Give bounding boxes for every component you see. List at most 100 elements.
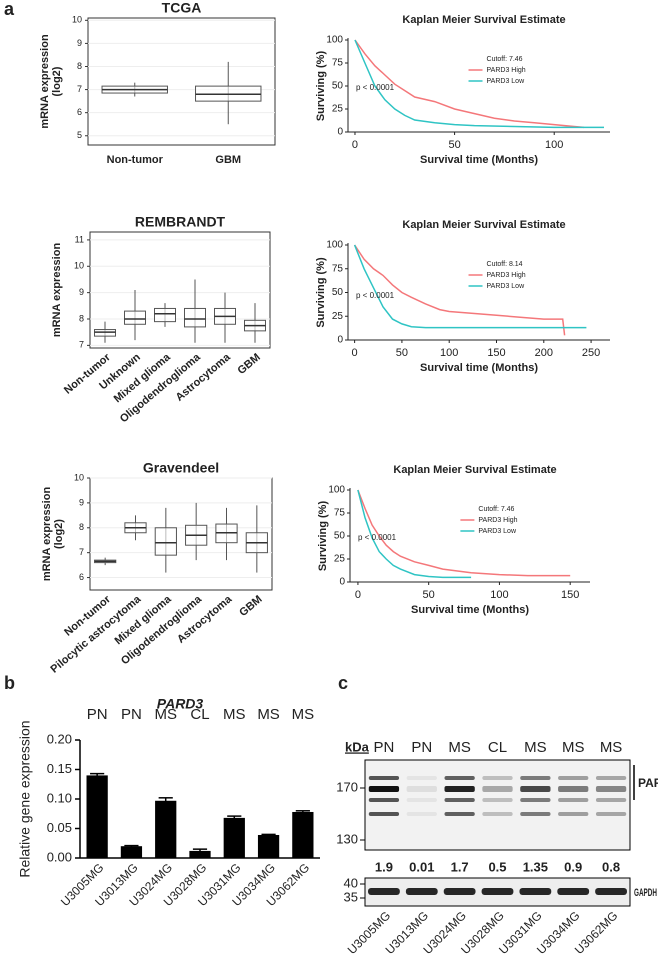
- x-tick-label: 150: [561, 589, 579, 601]
- subtype-label: PN: [411, 739, 432, 756]
- bar-annotation: CL: [190, 706, 209, 723]
- control-band: [481, 888, 514, 895]
- blot-band: [520, 786, 551, 792]
- bar: [120, 846, 143, 858]
- y-tick-label: 0.15: [47, 761, 72, 776]
- subtype-label: CL: [488, 739, 507, 756]
- plot-frame: [89, 477, 273, 591]
- x-axis-label: Survival time (Months): [420, 154, 538, 166]
- blot-target: [364, 759, 631, 851]
- y-tick-label: 6: [77, 107, 82, 117]
- y-tick-label: 7: [79, 340, 84, 350]
- blot-band: [595, 786, 627, 792]
- x-tick-label: Astrocytoma: [175, 593, 235, 646]
- blot-band: [444, 812, 475, 816]
- y-axis-label: mRNA expression: [39, 34, 51, 129]
- quantification: 1.35: [523, 859, 548, 874]
- bar-annotation: MS: [154, 706, 177, 723]
- bar-annotation: MS: [292, 706, 315, 723]
- blot-band: [406, 786, 437, 792]
- legend-label: PARD3 High: [487, 272, 526, 279]
- y-axis-label: Relative gene expression: [17, 720, 33, 877]
- bar: [189, 850, 211, 858]
- subtype-label: MS: [524, 739, 547, 756]
- marker-label: 35: [344, 889, 358, 904]
- plot-frame: [89, 231, 271, 349]
- blot-band: [482, 786, 513, 792]
- blot-band: [368, 798, 400, 802]
- y-tick-label: 10: [74, 261, 84, 271]
- blot-band: [482, 798, 513, 802]
- x-axis-label: Survival time (Months): [411, 604, 529, 616]
- subtype-label: PN: [374, 739, 395, 756]
- chart-title: Kaplan Meier Survival Estimate: [402, 219, 565, 231]
- chart-title: PARD3: [157, 696, 204, 712]
- plot-frame: [87, 17, 276, 146]
- y-tick-label: 9: [77, 38, 82, 48]
- subtype-label: MS: [600, 739, 623, 756]
- y-tick-label: 9: [79, 497, 84, 507]
- box: [124, 310, 146, 325]
- survival-curve: [354, 39, 604, 129]
- y-tick-label: 100: [326, 240, 343, 251]
- y-tick-label: 0.10: [47, 790, 72, 805]
- chart-title: Gravendeel: [143, 460, 219, 476]
- x-tick-label: 50: [448, 139, 460, 151]
- quantification: 1.7: [451, 859, 469, 874]
- blot-band: [595, 776, 627, 780]
- x-tick-label: 0: [355, 589, 361, 601]
- target-label: PAR3: [638, 776, 658, 790]
- y-tick-label: 8: [79, 313, 84, 323]
- y-tick-label: 0.20: [47, 731, 72, 746]
- survival-curve: [354, 39, 585, 129]
- control-band: [443, 888, 476, 895]
- survival-curve: [353, 244, 566, 336]
- y-tick-label: 7: [77, 84, 82, 94]
- y-tick-label: 75: [332, 58, 344, 69]
- x-tick-label: GBM: [237, 593, 264, 619]
- legend-label: PARD3 Low: [487, 283, 526, 290]
- control-band: [595, 888, 627, 895]
- box: [184, 307, 206, 328]
- chart-title: REMBRANDT: [135, 214, 226, 230]
- x-tick-label: 200: [535, 347, 553, 359]
- bar-annotation: MS: [223, 706, 246, 723]
- panel-label: a: [4, 0, 15, 19]
- y-tick-label: 6: [79, 572, 84, 582]
- box: [154, 527, 177, 556]
- quantification: 0.5: [488, 859, 506, 874]
- panel-label: b: [4, 673, 15, 693]
- y-axis-label: Surviving (%): [315, 51, 327, 122]
- blot-band: [444, 786, 475, 792]
- bar-annotation: PN: [87, 706, 108, 723]
- x-tick-label: 50: [396, 347, 408, 359]
- control-band: [405, 888, 438, 895]
- p-value: p < 0.0001: [358, 533, 397, 542]
- y-tick-label: 25: [334, 554, 346, 565]
- blot-band: [558, 798, 589, 802]
- y-tick-label: 10: [72, 15, 82, 25]
- y-tick-label: 0.05: [47, 820, 72, 835]
- quantification: 1.9: [375, 859, 393, 874]
- y-tick-label: 10: [74, 472, 84, 482]
- y-tick-label: 50: [334, 531, 346, 542]
- blot-band: [520, 798, 551, 802]
- subtype-label: MS: [448, 739, 471, 756]
- bar: [292, 811, 314, 858]
- x-tick-label: GBM: [215, 154, 241, 166]
- p-value: p < 0.0001: [356, 83, 395, 92]
- blot-band: [558, 812, 589, 816]
- blot-band: [368, 776, 400, 780]
- y-tick-label: 100: [328, 485, 345, 496]
- blot-band: [482, 812, 513, 816]
- x-tick-label: 50: [423, 589, 435, 601]
- y-axis-label: (log2): [53, 519, 65, 549]
- y-tick-label: 25: [332, 104, 344, 115]
- control-band: [557, 888, 590, 895]
- blot-band: [406, 798, 437, 802]
- blot-band: [520, 812, 551, 816]
- y-tick-label: 75: [332, 263, 344, 274]
- box: [154, 307, 176, 323]
- y-tick-label: 0: [339, 577, 345, 588]
- control-band: [519, 888, 552, 895]
